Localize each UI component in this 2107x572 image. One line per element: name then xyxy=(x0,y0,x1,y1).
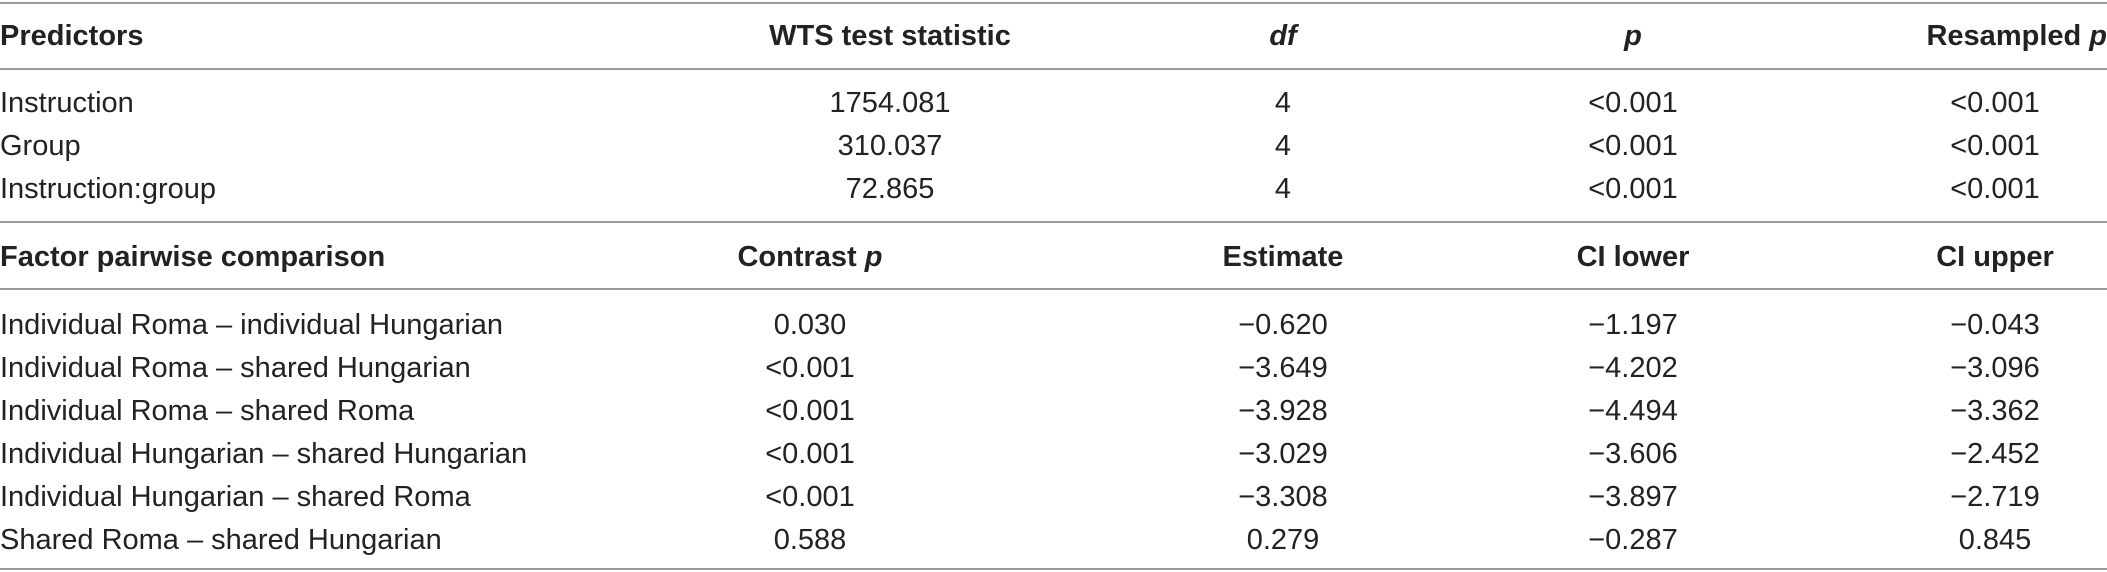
wts-cell: 310.037 xyxy=(837,130,943,162)
df-cell: 4 xyxy=(1274,173,1292,205)
ci-upper-cell: −2.719 xyxy=(1950,481,2040,513)
comparison-cell: Individual Roma – individual Hungarian xyxy=(0,309,503,341)
header-comparison: Factor pairwise comparison xyxy=(0,241,386,273)
contrast-p-cell: <0.001 xyxy=(765,438,855,470)
comparison-cell: Shared Roma – shared Hungarian xyxy=(0,524,442,556)
comparison-cell: Individual Hungarian – shared Roma xyxy=(0,481,471,513)
ci-lower-cell: −0.287 xyxy=(1588,524,1678,556)
predictor-cell: Instruction:group xyxy=(0,173,217,205)
comparison-cell: Individual Roma – shared Roma xyxy=(0,395,415,427)
ci-lower-cell: −1.197 xyxy=(1588,309,1678,341)
estimate-cell: −3.308 xyxy=(1238,481,1328,513)
estimate-cell: −3.928 xyxy=(1238,395,1328,427)
header-ci-upper: CI upper xyxy=(1936,241,2054,273)
predictor-cell: Instruction xyxy=(0,87,134,119)
ci-lower-cell: −3.606 xyxy=(1588,438,1678,470)
estimate-cell: −3.029 xyxy=(1238,438,1328,470)
contrast-p-cell: <0.001 xyxy=(765,395,855,427)
ci-lower-cell: −4.202 xyxy=(1588,352,1678,384)
contrast-p-cell: 0.030 xyxy=(773,309,847,341)
header-df: df xyxy=(1269,20,1297,52)
df-cell: 4 xyxy=(1274,87,1292,119)
estimate-cell: −3.649 xyxy=(1238,352,1328,384)
header-contrast-p-symbol: p xyxy=(864,241,883,273)
resampled-p-cell: <0.001 xyxy=(1950,173,2040,205)
predictor-cell: Group xyxy=(0,130,81,162)
p-cell: <0.001 xyxy=(1588,130,1678,162)
estimate-cell: 0.279 xyxy=(1246,524,1320,556)
resampled-p-cell: <0.001 xyxy=(1950,130,2040,162)
header-contrast-p: Contrast p xyxy=(560,243,1060,272)
section-rule xyxy=(0,221,2107,223)
header-contrast-label: Contrast xyxy=(737,241,857,273)
contrast-p-cell: <0.001 xyxy=(765,352,855,384)
p-cell: <0.001 xyxy=(1588,173,1678,205)
df-cell: 4 xyxy=(1274,130,1292,162)
wts-cell: 1754.081 xyxy=(829,87,951,119)
header-resampled-label: Resampled xyxy=(1926,20,2082,52)
header-rule-2 xyxy=(0,288,2107,290)
estimate-cell: −0.620 xyxy=(1238,309,1328,341)
header-p: p xyxy=(1624,20,1642,52)
ci-upper-cell: −3.362 xyxy=(1950,395,2040,427)
ci-lower-cell: −3.897 xyxy=(1588,481,1678,513)
ci-upper-cell: −0.043 xyxy=(1950,309,2040,341)
p-cell: <0.001 xyxy=(1588,87,1678,119)
contrast-p-cell: 0.588 xyxy=(773,524,847,556)
comparison-cell: Individual Hungarian – shared Hungarian xyxy=(0,438,528,470)
header-resampled-p: Resampled p xyxy=(1926,22,2107,51)
ci-lower-cell: −4.494 xyxy=(1588,395,1678,427)
header-predictors: Predictors xyxy=(0,20,144,52)
resampled-p-cell: <0.001 xyxy=(1950,87,2040,119)
header-resampled-p-symbol: p xyxy=(2089,20,2107,52)
contrast-p-cell: <0.001 xyxy=(765,481,855,513)
ci-upper-cell: 0.845 xyxy=(1958,524,2032,556)
top-rule xyxy=(0,2,2107,4)
header-ci-lower: CI lower xyxy=(1576,241,1690,273)
ci-upper-cell: −2.452 xyxy=(1950,438,2040,470)
ci-upper-cell: −3.096 xyxy=(1950,352,2040,384)
header-estimate: Estimate xyxy=(1222,241,1344,273)
header-rule-1 xyxy=(0,68,2107,70)
wts-cell: 72.865 xyxy=(845,173,935,205)
header-wts: WTS test statistic xyxy=(769,20,1011,52)
comparison-cell: Individual Roma – shared Hungarian xyxy=(0,352,471,384)
bottom-rule xyxy=(0,568,2107,570)
